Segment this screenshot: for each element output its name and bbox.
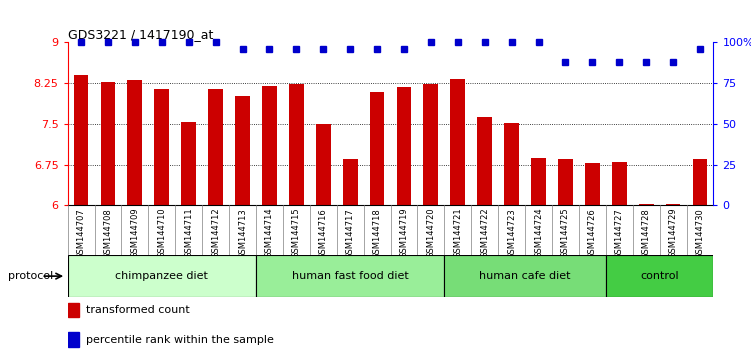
Text: GSM144720: GSM144720 xyxy=(427,208,436,258)
Bar xyxy=(256,255,445,297)
Bar xyxy=(289,84,303,205)
Text: control: control xyxy=(641,271,679,281)
Bar xyxy=(531,158,546,205)
Text: GDS3221 / 1417190_at: GDS3221 / 1417190_at xyxy=(68,28,213,41)
Bar xyxy=(316,124,330,205)
Bar xyxy=(504,123,519,205)
Text: GSM144712: GSM144712 xyxy=(211,208,220,258)
Bar xyxy=(665,204,680,205)
Bar xyxy=(208,89,223,205)
Bar xyxy=(639,204,653,205)
Text: GSM144721: GSM144721 xyxy=(454,208,463,258)
Text: GSM144718: GSM144718 xyxy=(372,208,382,258)
Text: transformed count: transformed count xyxy=(86,306,189,315)
Bar xyxy=(68,332,79,347)
Bar xyxy=(692,159,707,205)
Text: GSM144728: GSM144728 xyxy=(641,208,650,258)
Text: GSM144714: GSM144714 xyxy=(265,208,274,258)
Bar xyxy=(181,122,196,205)
Text: percentile rank within the sample: percentile rank within the sample xyxy=(86,335,273,345)
Bar xyxy=(68,255,256,297)
Bar xyxy=(101,82,116,205)
Bar xyxy=(445,255,606,297)
Bar xyxy=(585,163,600,205)
Text: GSM144730: GSM144730 xyxy=(695,208,704,258)
Text: GSM144719: GSM144719 xyxy=(400,208,409,258)
Text: GSM144708: GSM144708 xyxy=(104,208,113,258)
Text: GSM144726: GSM144726 xyxy=(588,208,597,258)
Bar xyxy=(68,303,79,317)
Text: GSM144711: GSM144711 xyxy=(184,208,193,258)
Text: GSM144707: GSM144707 xyxy=(77,208,86,258)
Text: GSM144715: GSM144715 xyxy=(292,208,301,258)
Text: GSM144727: GSM144727 xyxy=(615,208,624,258)
Bar xyxy=(558,159,573,205)
Bar xyxy=(606,255,713,297)
Bar xyxy=(451,79,465,205)
Bar xyxy=(74,75,89,205)
Text: human fast food diet: human fast food diet xyxy=(292,271,409,281)
Text: human cafe diet: human cafe diet xyxy=(479,271,571,281)
Bar xyxy=(235,96,250,205)
Text: GSM144723: GSM144723 xyxy=(507,208,516,258)
Text: GSM144729: GSM144729 xyxy=(668,208,677,258)
Text: GSM144722: GSM144722 xyxy=(480,208,489,258)
Bar xyxy=(262,86,277,205)
Text: GSM144713: GSM144713 xyxy=(238,208,247,258)
Text: GSM144724: GSM144724 xyxy=(534,208,543,258)
Bar xyxy=(128,80,142,205)
Text: chimpanzee diet: chimpanzee diet xyxy=(116,271,208,281)
Text: protocol: protocol xyxy=(8,271,53,281)
Bar xyxy=(369,92,385,205)
Bar xyxy=(342,159,357,205)
Text: GSM144717: GSM144717 xyxy=(345,208,354,258)
Bar xyxy=(478,118,492,205)
Text: GSM144710: GSM144710 xyxy=(157,208,166,258)
Bar xyxy=(397,87,412,205)
Text: GSM144725: GSM144725 xyxy=(561,208,570,258)
Bar xyxy=(424,84,439,205)
Text: GSM144709: GSM144709 xyxy=(131,208,140,258)
Bar xyxy=(155,88,169,205)
Bar xyxy=(612,162,626,205)
Text: GSM144716: GSM144716 xyxy=(318,208,327,258)
